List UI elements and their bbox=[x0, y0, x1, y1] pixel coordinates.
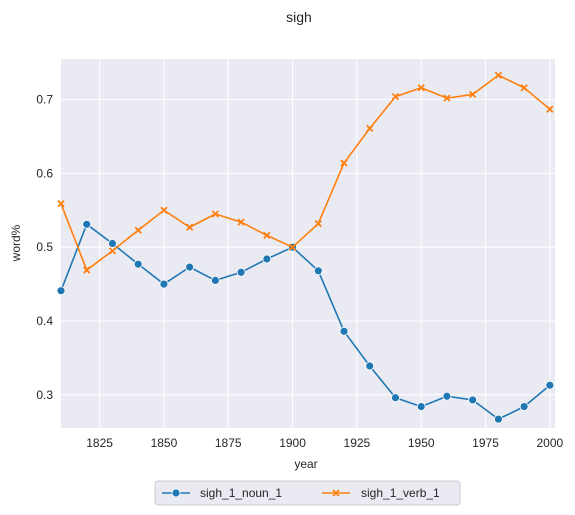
data-point bbox=[108, 247, 117, 255]
data-point bbox=[185, 262, 195, 272]
grid bbox=[61, 59, 555, 428]
data-point bbox=[237, 218, 245, 226]
legend-item: sigh_1_noun_1 bbox=[162, 486, 282, 500]
series-layer bbox=[56, 71, 555, 424]
y-axis-label: word% bbox=[9, 224, 23, 262]
x-axis-label: year bbox=[294, 457, 317, 471]
data-point bbox=[494, 71, 503, 79]
data-point bbox=[468, 395, 478, 405]
legend: sigh_1_noun_1 sigh_1_verb_1 bbox=[154, 480, 461, 506]
data-point bbox=[417, 84, 425, 92]
data-point bbox=[133, 259, 143, 269]
y-tick-label: 0.3 bbox=[36, 388, 53, 402]
series-line bbox=[60, 74, 551, 271]
series-sigh_1_noun_1 bbox=[56, 219, 555, 424]
data-point bbox=[469, 90, 477, 99]
data-point bbox=[339, 326, 349, 336]
legend-label: sigh_1_verb_1 bbox=[361, 486, 440, 500]
data-point bbox=[210, 275, 220, 285]
x-tick-label: 1850 bbox=[151, 436, 178, 450]
x-tick-label: 1825 bbox=[86, 436, 113, 450]
data-point bbox=[83, 266, 91, 274]
data-point bbox=[545, 380, 555, 390]
x-axis-ticks: 1825 1850 1875 1900 1925 1950 1975 2000 bbox=[86, 436, 563, 450]
series-sigh_1_verb_1 bbox=[57, 71, 554, 274]
y-axis-ticks: 0.3 0.4 0.5 0.6 0.7 bbox=[36, 93, 53, 402]
y-tick-label: 0.4 bbox=[36, 314, 53, 328]
data-point bbox=[134, 226, 142, 234]
legend-marker bbox=[171, 488, 181, 498]
data-point bbox=[442, 391, 452, 401]
data-point bbox=[159, 279, 169, 289]
x-tick-label: 1975 bbox=[472, 436, 499, 450]
data-point bbox=[57, 200, 65, 208]
data-point bbox=[82, 219, 92, 229]
data-point bbox=[211, 210, 220, 218]
data-point bbox=[366, 124, 374, 133]
data-point bbox=[443, 94, 451, 102]
x-tick-label: 2000 bbox=[537, 436, 564, 450]
data-point bbox=[108, 239, 117, 248]
data-point bbox=[262, 254, 272, 264]
data-point bbox=[391, 93, 400, 101]
data-point bbox=[314, 219, 322, 228]
legend-box bbox=[154, 480, 461, 506]
x-tick-label: 1875 bbox=[215, 436, 242, 450]
legend-marker bbox=[332, 489, 340, 497]
legend-item: sigh_1_verb_1 bbox=[322, 486, 440, 500]
chart-title: sigh bbox=[286, 9, 312, 25]
data-point bbox=[313, 266, 323, 276]
y-tick-label: 0.5 bbox=[36, 240, 53, 254]
data-point bbox=[340, 159, 348, 167]
data-point bbox=[236, 267, 246, 277]
x-tick-label: 1925 bbox=[344, 436, 371, 450]
data-point bbox=[288, 243, 297, 251]
data-point bbox=[519, 402, 529, 411]
legend-label: sigh_1_noun_1 bbox=[200, 486, 282, 500]
x-tick-label: 1950 bbox=[408, 436, 435, 450]
data-point bbox=[493, 414, 503, 424]
data-point bbox=[365, 361, 375, 371]
y-tick-label: 0.7 bbox=[36, 93, 53, 107]
data-point bbox=[263, 231, 271, 240]
data-point bbox=[56, 286, 66, 296]
data-point bbox=[186, 223, 194, 231]
data-point bbox=[416, 402, 426, 411]
y-tick-label: 0.6 bbox=[36, 166, 53, 180]
data-point bbox=[546, 105, 554, 113]
x-tick-label: 1900 bbox=[279, 436, 306, 450]
data-point bbox=[391, 393, 400, 403]
data-point bbox=[160, 206, 168, 214]
data-point bbox=[520, 84, 528, 92]
plot-area bbox=[61, 59, 555, 428]
